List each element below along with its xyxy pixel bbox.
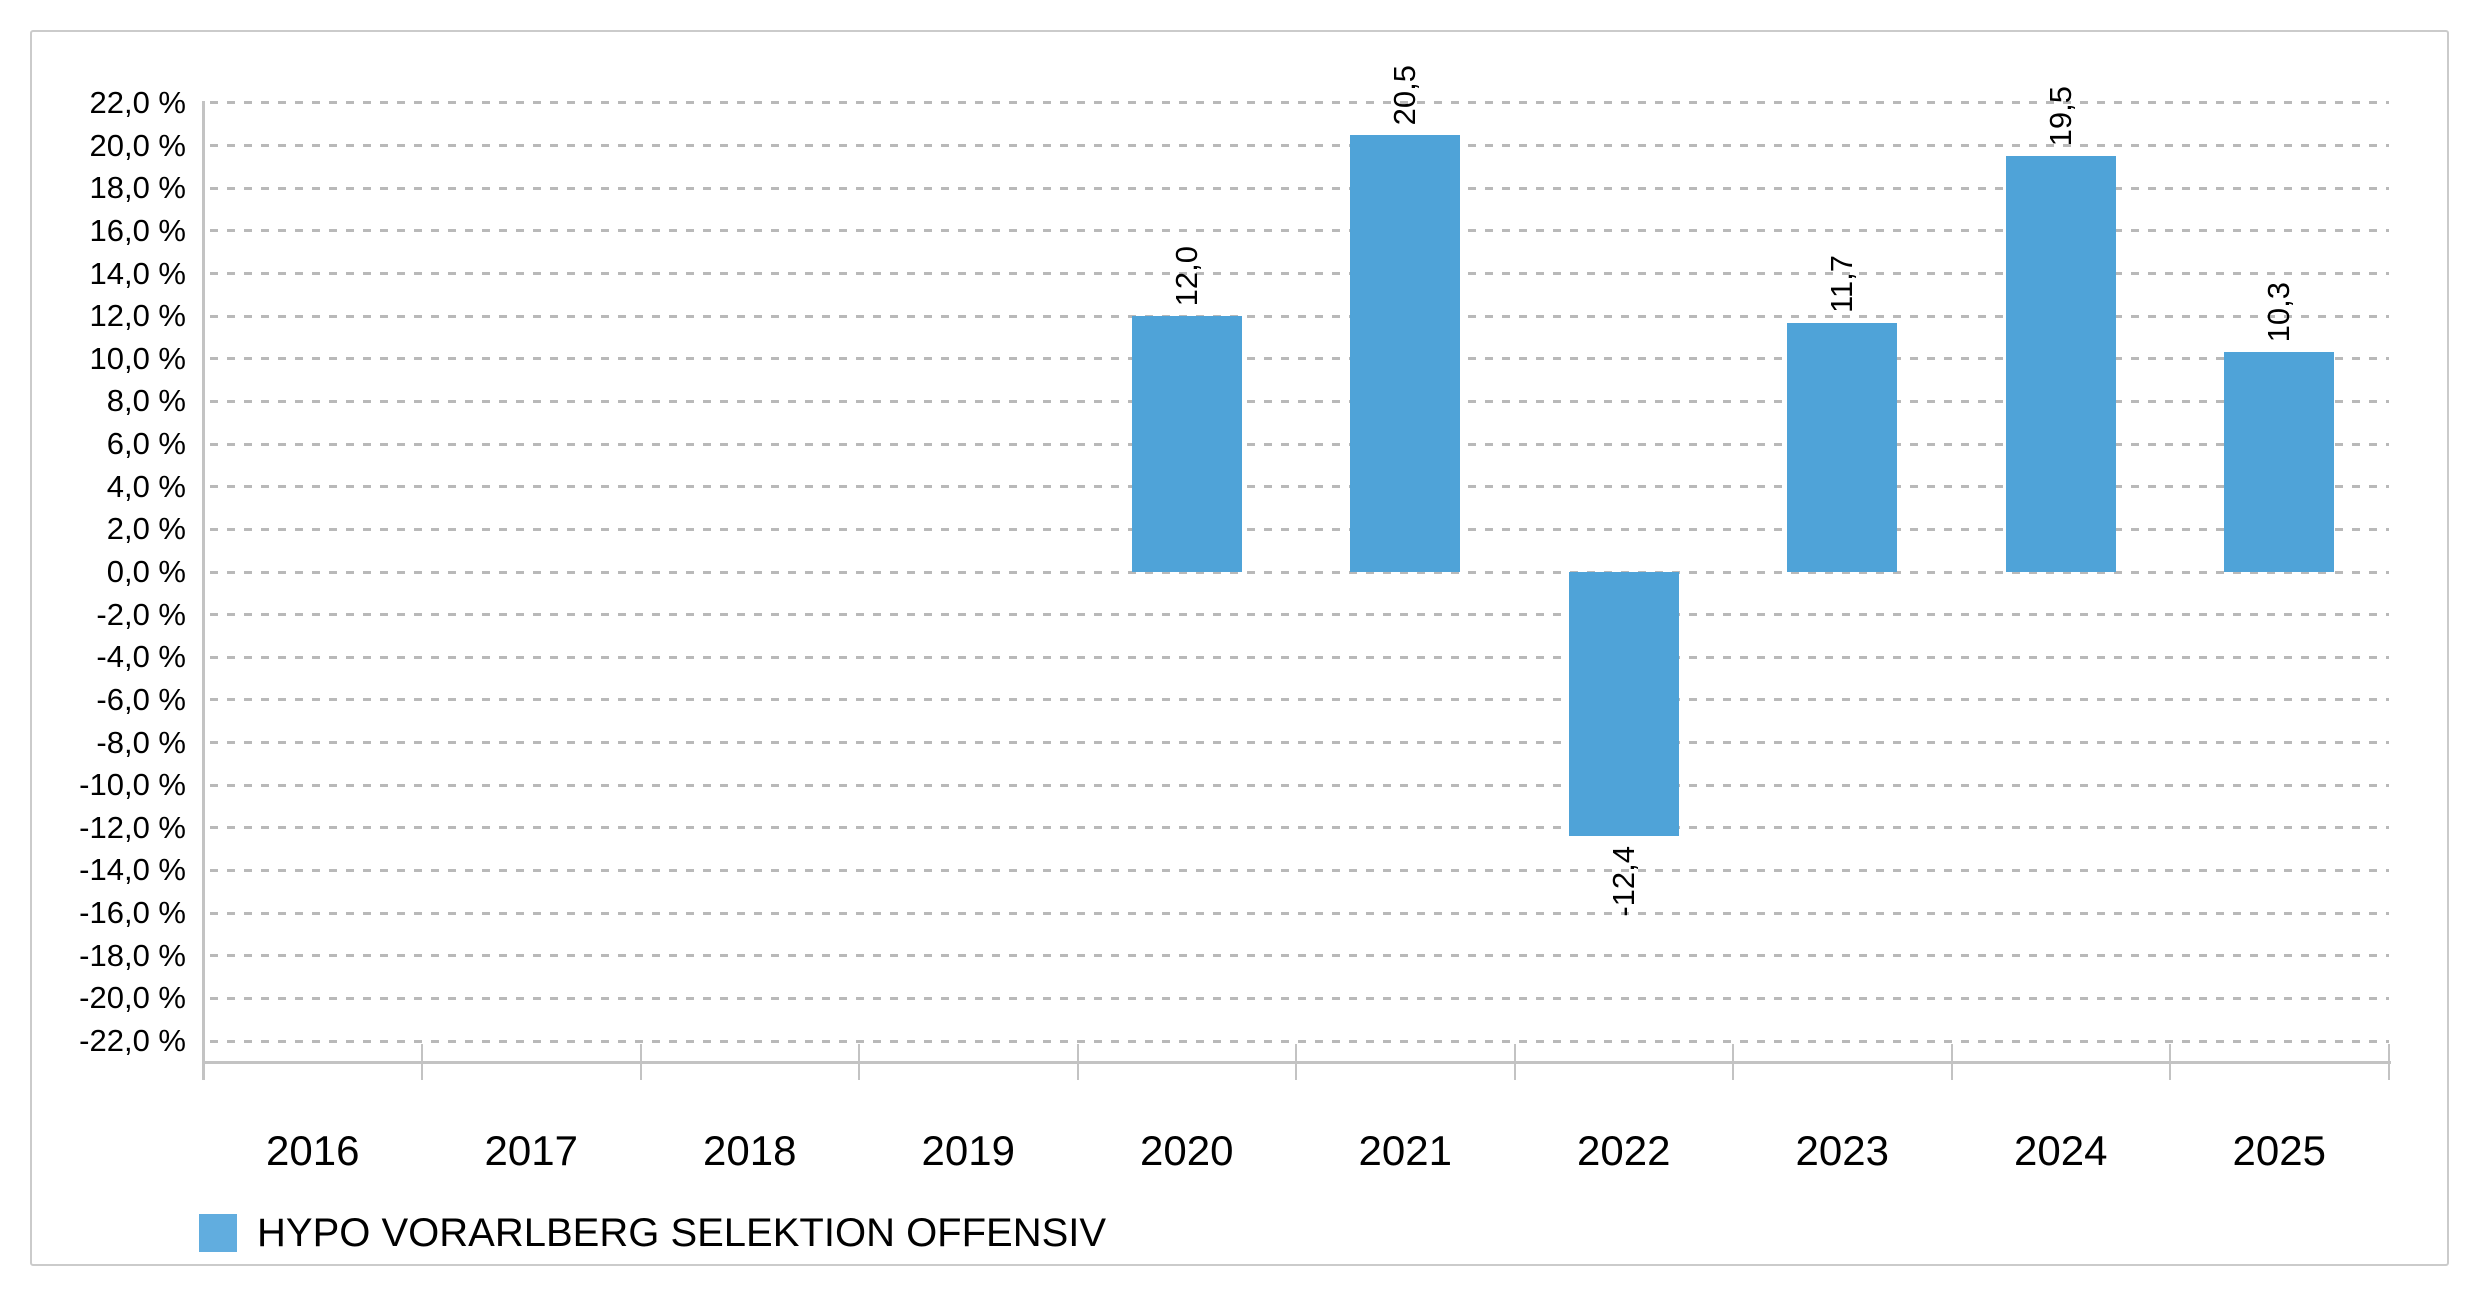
x-axis-category-label: 2025 bbox=[2232, 1127, 2326, 1174]
bar-2023 bbox=[1787, 322, 1898, 572]
bar-value-label: 11,7 bbox=[1824, 254, 1860, 313]
bar-value-label: 19,5 bbox=[2042, 85, 2078, 147]
x-axis-category-label: 2017 bbox=[484, 1127, 578, 1174]
gridline bbox=[210, 272, 2389, 276]
gridline bbox=[210, 655, 2389, 659]
y-axis-tick-label: -22,0 % bbox=[79, 1023, 186, 1059]
gridline bbox=[210, 783, 2389, 787]
gridline bbox=[210, 527, 2389, 531]
bar-2020 bbox=[1131, 316, 1242, 572]
y-axis-tick-label: 8,0 % bbox=[106, 383, 186, 419]
gridline bbox=[210, 442, 2389, 446]
bar-2024 bbox=[2005, 156, 2116, 572]
x-axis-category-label: 2016 bbox=[266, 1127, 360, 1174]
x-axis-tick bbox=[202, 1044, 205, 1080]
gridline bbox=[210, 357, 2389, 361]
x-axis-category-label: 2020 bbox=[1140, 1127, 1234, 1174]
gridline bbox=[210, 485, 2389, 489]
x-axis-tick bbox=[421, 1044, 423, 1080]
x-axis-tick bbox=[1295, 1044, 1297, 1080]
gridline bbox=[210, 399, 2389, 403]
y-axis-tick-label: 6,0 % bbox=[106, 426, 186, 462]
gridline bbox=[210, 144, 2389, 148]
y-axis-tick-label: 12,0 % bbox=[89, 298, 186, 334]
x-axis-category-label: 2019 bbox=[921, 1127, 1015, 1174]
y-axis-tick-label: 10,0 % bbox=[89, 340, 186, 376]
y-axis-tick-label: 14,0 % bbox=[89, 255, 186, 291]
gridline bbox=[210, 996, 2389, 1000]
gridline bbox=[210, 1039, 2389, 1043]
y-axis-tick-label: -4,0 % bbox=[96, 639, 186, 675]
y-axis-tick-label: 0,0 % bbox=[106, 554, 186, 589]
x-axis-category-label: 2022 bbox=[1577, 1127, 1671, 1174]
legend-label: HYPO VORARLBERG SELEKTION OFFENSIV bbox=[257, 1211, 1107, 1255]
gridline bbox=[210, 911, 2389, 915]
gridline bbox=[210, 868, 2389, 872]
gridline bbox=[210, 229, 2389, 233]
y-axis-tick-label: -6,0 % bbox=[96, 681, 186, 717]
gridline bbox=[210, 613, 2389, 617]
bar-2025 bbox=[2224, 352, 2335, 572]
gridline bbox=[210, 570, 2389, 574]
x-axis-tick bbox=[1732, 1044, 1734, 1080]
y-axis-tick-label: 22,0 % bbox=[89, 84, 186, 120]
chart-frame bbox=[30, 30, 2449, 1266]
bar-2021 bbox=[1350, 134, 1461, 572]
y-axis-tick-label: 4,0 % bbox=[106, 468, 186, 504]
y-axis-tick-label: 2,0 % bbox=[106, 511, 186, 547]
gridline bbox=[210, 954, 2389, 958]
y-axis-tick-label: -16,0 % bbox=[79, 895, 186, 931]
y-axis-tick-label: -18,0 % bbox=[79, 937, 186, 973]
y-axis-tick-label: -20,0 % bbox=[79, 980, 186, 1016]
bar-value-label: 20,5 bbox=[1387, 64, 1423, 125]
x-axis-tick bbox=[1076, 1044, 1079, 1080]
legend: HYPO VORARLBERG SELEKTION OFFENSIV bbox=[199, 1211, 1106, 1255]
y-axis-tick-label: 18,0 % bbox=[89, 170, 186, 206]
bar-value-label: -12,4 bbox=[1605, 846, 1641, 918]
gridline bbox=[210, 314, 2389, 318]
y-axis bbox=[202, 101, 205, 1080]
x-axis-category-label: 2018 bbox=[703, 1127, 797, 1174]
x-axis-category-label: 2021 bbox=[1358, 1127, 1452, 1174]
y-axis-tick-label: -14,0 % bbox=[79, 852, 186, 888]
gridline bbox=[210, 186, 2389, 190]
y-axis-tick-label: 20,0 % bbox=[89, 127, 186, 163]
bar-value-label: 12,0 bbox=[1168, 245, 1204, 307]
y-axis-tick-label: -12,0 % bbox=[79, 809, 186, 845]
bar-value-label: 10,3 bbox=[2261, 282, 2297, 343]
y-axis-tick-label: -8,0 % bbox=[96, 724, 186, 760]
bar-2022 bbox=[1568, 572, 1679, 837]
x-axis-tick bbox=[2387, 1044, 2390, 1080]
y-axis-tick-label: -2,0 % bbox=[96, 596, 186, 632]
x-axis-tick bbox=[1950, 1044, 1953, 1080]
y-axis-tick-label: 16,0 % bbox=[89, 212, 186, 248]
x-axis-tick bbox=[639, 1044, 642, 1080]
x-axis-tick bbox=[2169, 1044, 2171, 1080]
legend-swatch bbox=[199, 1214, 237, 1252]
x-axis-category-label: 2023 bbox=[1795, 1127, 1889, 1174]
gridline bbox=[210, 101, 2389, 105]
x-axis-tick bbox=[1513, 1044, 1516, 1080]
gridline bbox=[210, 741, 2389, 745]
gridline bbox=[210, 826, 2389, 830]
y-axis-tick-label: -10,0 % bbox=[79, 767, 186, 803]
gridline bbox=[210, 698, 2389, 702]
x-axis-tick bbox=[858, 1044, 860, 1080]
x-axis-category-label: 2024 bbox=[2014, 1127, 2108, 1174]
